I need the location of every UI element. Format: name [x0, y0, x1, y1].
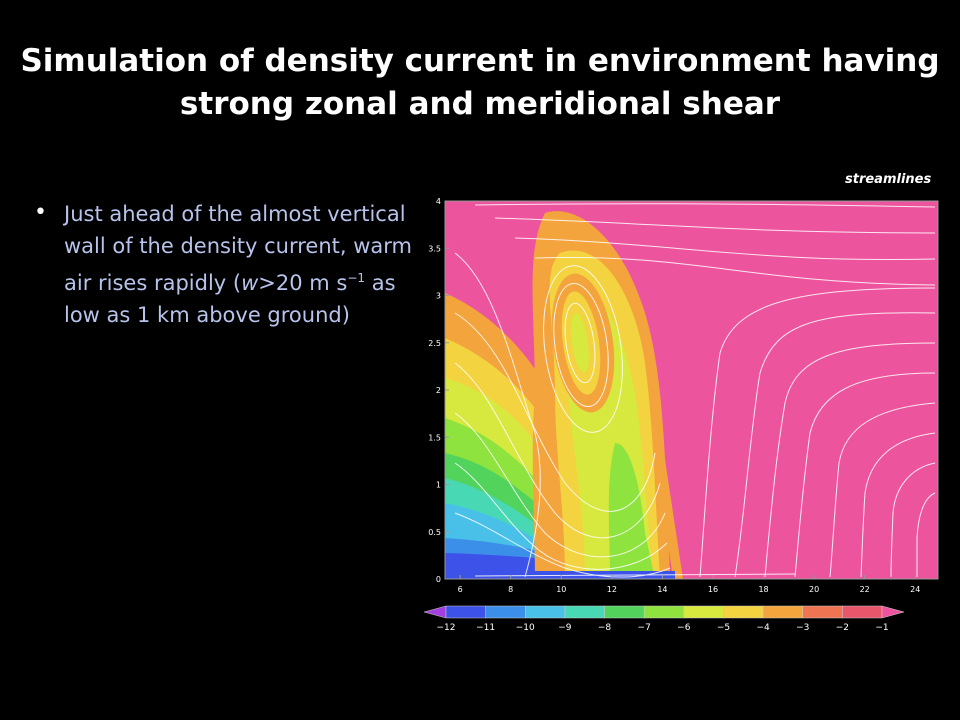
x-axis: 6 8 10 12 14 16 18 20 22 24 [458, 575, 920, 594]
colorbar-segment [445, 605, 486, 619]
streamline [699, 287, 936, 578]
colorbar-tick-label: −7 [638, 623, 651, 633]
streamline [454, 512, 671, 578]
colorbar-segment [802, 605, 843, 619]
y-tick-label: 3.5 [428, 244, 441, 253]
streamline [764, 342, 936, 578]
rotor-streamline [553, 282, 609, 408]
x-tick-label: 24 [910, 585, 920, 594]
density-current-wall [653, 433, 683, 579]
density-current-plot: 6 8 10 12 14 16 18 20 22 24 0 0.5 1 1.5 2 2.5 3 3.5 4 [428, 197, 939, 594]
streamline [454, 252, 541, 578]
colorbar-tick-label: −9 [558, 623, 572, 633]
rotor-streamline [543, 265, 623, 433]
colorbar-segment [842, 605, 883, 619]
colorbar-segment [762, 605, 803, 619]
streamline [454, 412, 666, 558]
y-tick-label: 2 [436, 386, 441, 395]
colorbar-segment [525, 605, 566, 619]
streamline [534, 256, 936, 286]
x-tick-label: 6 [458, 585, 463, 594]
y-tick-label: 4 [436, 197, 441, 206]
temperature-field [445, 201, 938, 579]
colorbar-max-arrow [881, 605, 905, 619]
streamline [494, 217, 936, 234]
colorbar-segment [564, 605, 605, 619]
streamline [794, 372, 936, 578]
colorbar-segment [643, 605, 685, 619]
colorbar-tick-label: −12 [437, 623, 456, 633]
x-tick-label: 12 [607, 585, 617, 594]
colorbar-tick-label: −3 [796, 623, 809, 633]
streamline [860, 432, 936, 578]
y-tick-label: 1 [436, 481, 441, 490]
bullet-text: Just ahead of the almost vertical wall o… [64, 198, 414, 331]
streamline [734, 312, 936, 578]
y-tick-label: 0 [436, 575, 441, 584]
streamline [454, 312, 656, 512]
colorbar-segment [723, 605, 764, 619]
colorbar-tick-label: −10 [516, 623, 535, 633]
y-tick-label: 2.5 [428, 339, 441, 348]
colorbar: −12 −11 −10 −9 −8 −7 −6 −5 −4 −3 −2 −1 [423, 605, 905, 633]
bullet-dot-icon: • [34, 200, 47, 225]
streamline [916, 492, 936, 577]
bullet-text-after: as low as 1 km above ground) [64, 271, 396, 327]
y-tick-label: 0.5 [428, 528, 441, 537]
colorbar-tick-label: −6 [677, 623, 691, 633]
x-tick-label: 20 [809, 585, 819, 594]
y-axis: 0 0.5 1 1.5 2 2.5 3 3.5 4 [428, 197, 449, 584]
y-tick-label: 1.5 [428, 433, 441, 442]
streamline [474, 203, 936, 208]
colorbar-tick-label: −1 [875, 623, 888, 633]
y-tick-label: 3 [436, 292, 441, 301]
rotor-green [608, 443, 655, 579]
slide-title: Simulation of density current in environ… [20, 43, 940, 122]
colorbar-tick-label: −4 [756, 623, 770, 633]
colorbar-tick-label: −2 [836, 623, 849, 633]
colorbar-segment [485, 605, 526, 619]
x-tick-label: 22 [860, 585, 870, 594]
streamline [829, 402, 936, 578]
bullet-exponent: −1 [347, 271, 366, 285]
rotor-center [571, 313, 589, 373]
colorbar-segment [604, 605, 645, 619]
streamline [454, 362, 661, 539]
x-tick-label: 14 [657, 585, 667, 594]
x-tick-label: 18 [758, 585, 768, 594]
colorbar-tick-label: −8 [598, 623, 612, 633]
bullet-text-before: Just ahead of the almost vertical wall o… [64, 202, 412, 295]
bullet-text-middle: >20 m s [258, 271, 348, 295]
x-tick-label: 10 [556, 585, 566, 594]
x-tick-label: 8 [508, 585, 513, 594]
colorbar-tick-label: −11 [476, 623, 495, 633]
bullet-w-symbol: w [241, 271, 259, 295]
colorbar-segment [683, 605, 724, 619]
streamline [514, 237, 936, 261]
streamline [454, 462, 668, 570]
rotor-streamline [564, 302, 596, 384]
colorbar-min-arrow [423, 605, 447, 619]
colorbar-tick-label: −5 [717, 623, 730, 633]
x-tick-label: 16 [708, 585, 718, 594]
figure-label: streamlines [845, 172, 932, 187]
streamline [890, 462, 936, 578]
